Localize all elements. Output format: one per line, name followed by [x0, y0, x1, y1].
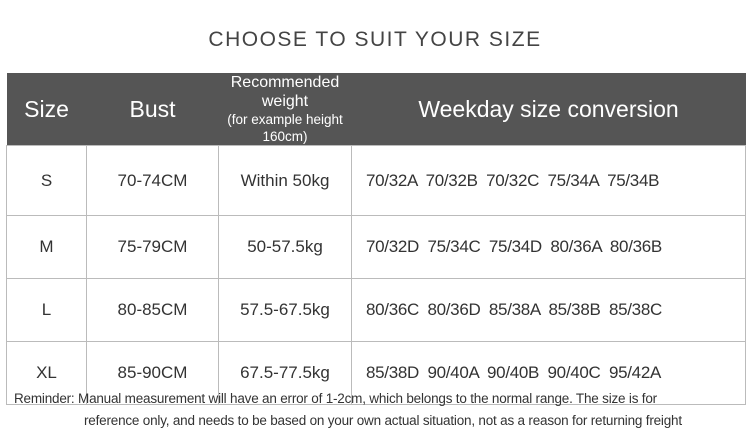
header-size: Size: [6, 73, 87, 146]
reminder-note: Reminder: Manual measurement will have a…: [14, 388, 682, 432]
table-header: Size Bust Recommended weight (for exampl…: [6, 73, 746, 146]
reminder-line1: Reminder: Manual measurement will have a…: [14, 391, 657, 406]
header-weight-line2: (for example height 160cm): [227, 112, 343, 144]
header-bust: Bust: [86, 73, 219, 146]
cell-weight: 50-57.5kg: [218, 215, 352, 279]
cell-size: M: [6, 215, 87, 279]
cell-conversion: 70/32D 75/34C 75/34D 80/36A 80/36B: [351, 215, 746, 279]
table-row: M 75-79CM 50-57.5kg 70/32D 75/34C 75/34D…: [6, 215, 746, 279]
table-row: XL 85-90CM 67.5-77.5kg 85/38D 90/40A 90/…: [6, 341, 746, 405]
cell-conversion: 80/36C 80/36D 85/38A 85/38B 85/38C: [351, 278, 746, 342]
cell-bust: 75-79CM: [86, 215, 219, 279]
cell-weight: Within 50kg: [218, 145, 352, 216]
cell-bust: 70-74CM: [86, 145, 219, 216]
header-weight: Recommended weight (for example height 1…: [218, 73, 352, 146]
cell-conversion: 70/32A 70/32B 70/32C 75/34A 75/34B: [351, 145, 746, 216]
cell-conversion: 85/38D 90/40A 90/40B 90/40C 95/42A: [351, 341, 746, 405]
cell-size: L: [6, 278, 87, 342]
cell-size: XL: [6, 341, 87, 405]
cell-bust: 80-85CM: [86, 278, 219, 342]
table-row: L 80-85CM 57.5-67.5kg 80/36C 80/36D 85/3…: [6, 278, 746, 342]
header-conversion: Weekday size conversion: [351, 73, 746, 146]
cell-bust: 85-90CM: [86, 341, 219, 405]
header-weight-line1: Recommended weight: [230, 74, 340, 110]
cell-weight: 57.5-67.5kg: [218, 278, 352, 342]
page-title: CHOOSE TO SUIT YOUR SIZE: [208, 28, 542, 51]
cell-size: S: [6, 145, 87, 216]
size-chart-table: Size Bust Recommended weight (for exampl…: [6, 73, 746, 405]
reminder-line2: reference only, and needs to be based on…: [84, 413, 682, 428]
table-row: S 70-74CM Within 50kg 70/32A 70/32B 70/3…: [6, 145, 746, 216]
